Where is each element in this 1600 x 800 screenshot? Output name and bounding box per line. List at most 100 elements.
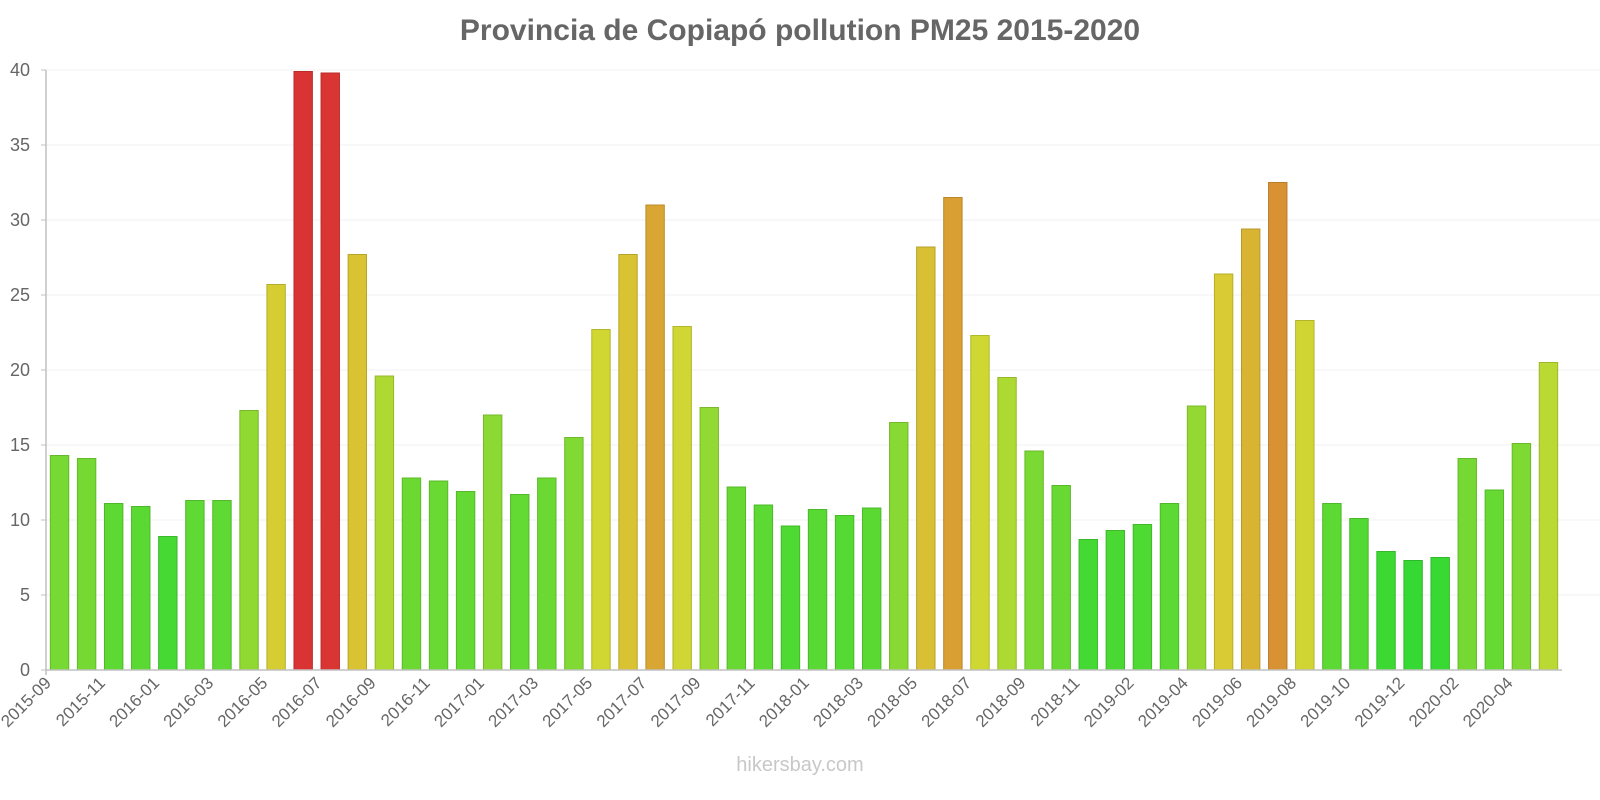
bar-2019-04[interactable]: 2019-04: 17.6 xyxy=(1186,405,1207,671)
bar-2017-07[interactable]: 2017-07: 31 xyxy=(645,204,665,671)
bar-2019-10[interactable]: 2019-10: 10.1 xyxy=(1349,518,1369,671)
bar-2016-05[interactable]: 2016-05: 25.7 xyxy=(266,284,286,671)
x-tick-label: 2016-01 xyxy=(106,673,164,731)
bar-2019-11[interactable]: 2019-11: 7.9 xyxy=(1376,551,1396,671)
bar-2016-12[interactable]: 2016-12: 11.9 xyxy=(455,491,476,671)
bar-2018-05[interactable]: 2018-05: 28.2 xyxy=(916,246,936,671)
bar-2015-11[interactable]: 2015-11: 11.1 xyxy=(103,503,124,671)
x-tick-label: 2016-11 xyxy=(377,673,434,730)
x-tick-label: 2016-09 xyxy=(322,673,380,731)
bar-2017-04[interactable]: 2017-04: 15.5 xyxy=(564,437,584,671)
x-tick-label: 2017-07 xyxy=(593,673,651,731)
x-tick-label: 2017-09 xyxy=(647,673,705,731)
bar-2020-04[interactable]: 2020-04: 15.1 xyxy=(1511,443,1532,671)
x-tick-label: 2018-07 xyxy=(918,673,976,731)
y-axis-ticks: 0 5 10 15 20 25 30 35 40 xyxy=(10,60,46,680)
x-tick-label: 2019-04 xyxy=(1134,673,1192,731)
bar-2017-02[interactable]: 2017-02: 11.7 xyxy=(510,494,530,671)
bar-2018-10[interactable]: 2018-10: 12.3 xyxy=(1051,485,1071,671)
bar-2018-07[interactable]: 2018-07: 22.3 xyxy=(970,335,990,671)
x-tick-label: 2016-03 xyxy=(160,673,218,731)
axes xyxy=(45,70,1562,675)
bar-2015-12[interactable]: 2015-12: 10.9 xyxy=(131,506,151,671)
x-tick-label: 2017-01 xyxy=(430,673,488,731)
bar-2016-07[interactable]: 2016-07: 39.8 xyxy=(320,72,340,671)
bar-2019-09[interactable]: 2019-09: 11.1 xyxy=(1322,503,1342,671)
bar-2017-12[interactable]: 2017-12: 9.6 xyxy=(780,525,801,671)
bar-2018-02[interactable]: 2018-02: 10.3 xyxy=(834,515,855,671)
bar-2016-01[interactable]: 2016-01: 8.9 xyxy=(158,536,178,671)
bar-2017-08[interactable]: 2017-08: 22.9 xyxy=(672,326,692,671)
bar-2018-12[interactable]: 2018-12: 9.3 xyxy=(1105,530,1126,671)
x-tick-label: 2016-07 xyxy=(268,673,326,731)
bar-2017-01[interactable]: 2017-01: 17 xyxy=(482,414,503,671)
bar-2020-02[interactable]: 2020-02: 14.1 xyxy=(1457,458,1477,671)
y-tick-label: 20 xyxy=(10,360,30,380)
bar-2017-11[interactable]: 2017-11: 11 xyxy=(753,504,774,671)
y-tick-label: 35 xyxy=(10,135,30,155)
x-tick-label: 2017-11 xyxy=(702,673,759,730)
bar-2019-08[interactable]: 2019-08: 23.3 xyxy=(1295,320,1315,671)
x-tick-label: 2019-10 xyxy=(1297,673,1355,731)
bar-2018-04[interactable]: 2018-04: 16.5 xyxy=(889,422,909,671)
x-tick-label: 2016-05 xyxy=(214,673,272,731)
x-tick-label: 2019-12 xyxy=(1351,673,1409,731)
x-tick-label: 2019-08 xyxy=(1243,673,1301,731)
x-tick-label: 2019-06 xyxy=(1188,673,1246,731)
bar-2020-05[interactable]: 2020-05: 20.5 xyxy=(1538,362,1559,671)
bar-2019-02[interactable]: 2019-02: 9.7 xyxy=(1132,524,1153,671)
bar-2019-05[interactable]: 2019-05: 26.4 xyxy=(1213,273,1234,671)
x-tick-label: 2017-05 xyxy=(539,673,597,731)
bars: 2015-09: 14.3 2015-10: 14.1 2015-11: 11.1 2… xyxy=(49,71,1559,671)
x-tick-label: 2017-03 xyxy=(485,673,543,731)
x-tick-label: 2015-09 xyxy=(0,673,55,731)
bar-2019-07[interactable]: 2019-07: 32.5 xyxy=(1268,182,1288,671)
x-tick-label: 2018-05 xyxy=(864,673,922,731)
x-tick-label: 2015-11 xyxy=(52,673,109,730)
bar-2016-06[interactable]: 2016-06: 39.9 xyxy=(293,71,313,671)
bar-2016-04[interactable]: 2016-04: 17.3 xyxy=(239,410,259,671)
bar-2017-03[interactable]: 2017-03: 12.8 xyxy=(537,477,557,671)
bar-2018-09[interactable]: 2018-09: 14.6 xyxy=(1024,450,1044,671)
y-tick-label: 25 xyxy=(10,285,30,305)
bar-2020-03[interactable]: 2020-03: 12 xyxy=(1484,489,1505,671)
bar-2019-12[interactable]: 2019-12: 7.3 xyxy=(1403,560,1423,671)
y-tick-label: 5 xyxy=(20,585,30,605)
x-tick-label: 2018-11 xyxy=(1027,673,1084,730)
bar-2016-03[interactable]: 2016-03: 11.3 xyxy=(212,500,232,671)
bar-2019-03[interactable]: 2019-03: 11.1 xyxy=(1159,503,1180,671)
bar-2018-03[interactable]: 2018-03: 10.8 xyxy=(861,507,882,671)
bar-2017-05[interactable]: 2017-05: 22.7 xyxy=(591,329,611,671)
x-axis-ticks: 2015-092015-112016-012016-032016-052016-… xyxy=(0,673,1517,731)
bar-2015-09[interactable]: 2015-09: 14.3 xyxy=(49,455,70,671)
bar-2016-02[interactable]: 2016-02: 11.3 xyxy=(185,500,205,671)
y-tick-label: 40 xyxy=(10,60,30,80)
y-tick-label: 0 xyxy=(20,660,30,680)
x-tick-label: 2018-03 xyxy=(809,673,867,731)
chart-title: Provincia de Copiapó pollution PM25 2015… xyxy=(459,14,1141,47)
y-tick-label: 15 xyxy=(10,435,30,455)
bar-2017-10[interactable]: 2017-10: 12.2 xyxy=(726,486,747,671)
bar-2018-08[interactable]: 2018-08: 19.5 xyxy=(997,377,1017,671)
y-tick-label: 30 xyxy=(10,210,30,230)
x-tick-label: 2020-04 xyxy=(1459,673,1517,731)
bar-2017-06[interactable]: 2017-06: 27.7 xyxy=(618,254,638,671)
x-tick-label: 2019-02 xyxy=(1080,673,1138,731)
bar-2016-08[interactable]: 2016-08: 27.7 xyxy=(347,254,368,671)
bar-2018-11[interactable]: 2018-11: 8.7 xyxy=(1078,539,1098,671)
x-tick-label: 2018-09 xyxy=(972,673,1030,731)
y-tick-label: 10 xyxy=(10,510,30,530)
bar-2016-09[interactable]: 2016-09: 19.6 xyxy=(374,375,395,671)
bar-2018-01[interactable]: 2018-01: 10.7 xyxy=(807,509,828,671)
bar-2016-11[interactable]: 2016-11: 12.6 xyxy=(428,480,449,671)
bar-2019-06[interactable]: 2019-06: 29.4 xyxy=(1240,228,1261,671)
bar-2016-10[interactable]: 2016-10: 12.8 xyxy=(401,477,422,671)
x-tick-label: 2020-02 xyxy=(1405,673,1463,731)
bar-2018-06[interactable]: 2018-06: 31.5 xyxy=(943,197,963,671)
bar-2020-01[interactable]: 2020-01: 7.5 xyxy=(1430,557,1450,671)
bar-2015-10[interactable]: 2015-10: 14.1 xyxy=(76,458,97,671)
bar-2017-09[interactable]: 2017-09: 17.5 xyxy=(699,407,719,671)
x-tick-label: 2018-01 xyxy=(755,673,813,731)
watermark: hikersbay.com xyxy=(736,754,864,776)
